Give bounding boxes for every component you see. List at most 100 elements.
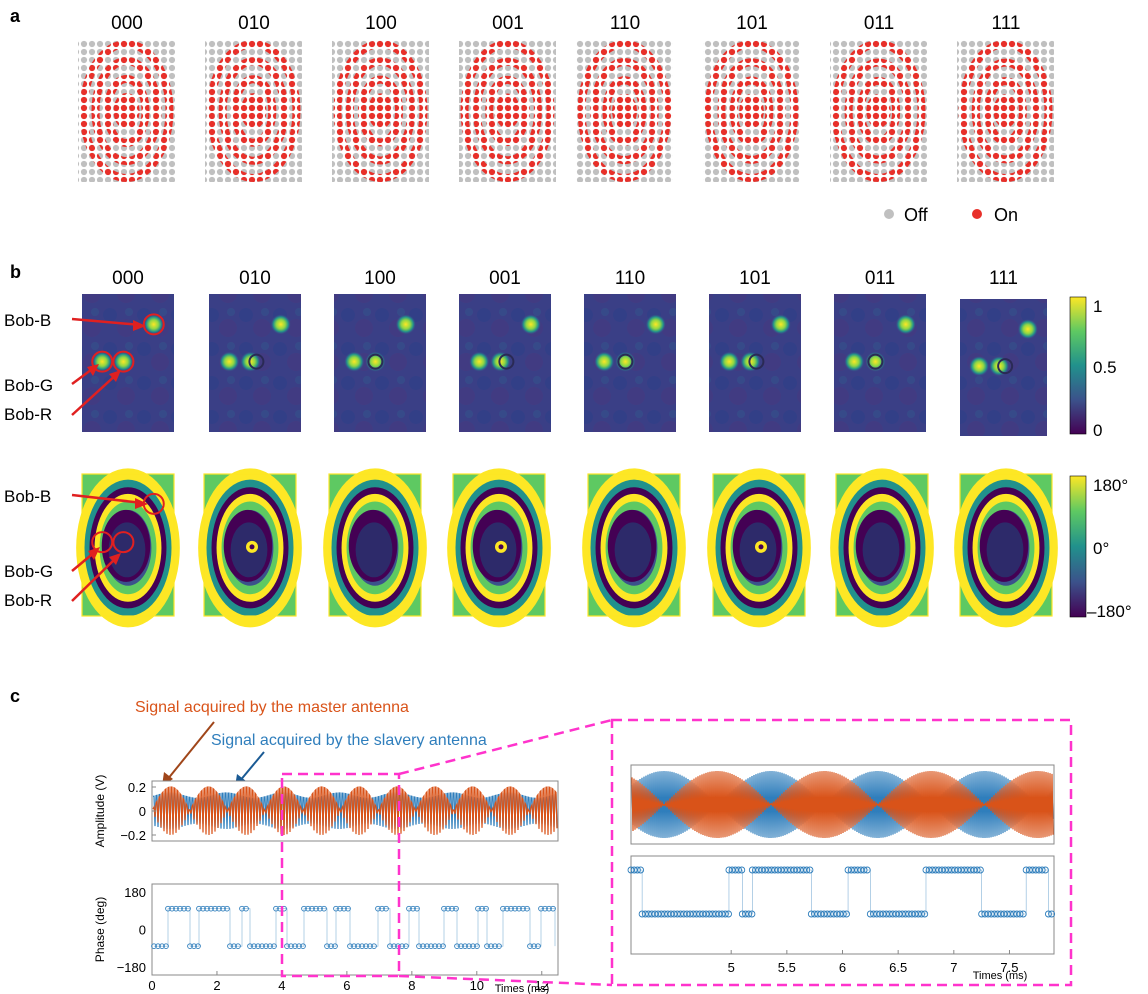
coding-pattern: 010	[205, 13, 302, 182]
code-label: 100	[365, 13, 397, 34]
zoom-panel-frame	[610, 718, 1073, 987]
code-label: 100	[364, 268, 396, 289]
on-ring	[577, 40, 672, 182]
on-ring	[103, 75, 150, 147]
code-label: 101	[736, 13, 768, 34]
panel-label-a: a	[10, 6, 21, 26]
focal-spot	[895, 314, 916, 335]
phase-ytick: 180	[124, 885, 146, 900]
zoom-xtick: 7.5	[1000, 960, 1018, 975]
focal-spot	[594, 351, 615, 372]
bob-g-label: Bob-G	[4, 376, 53, 395]
amplitude-ylabel: Amplitude (V)	[93, 775, 107, 848]
bob-b-arrowhead	[135, 498, 148, 509]
on-ring	[218, 57, 289, 165]
bob-b-arrowhead	[133, 320, 146, 331]
focal-spot	[395, 314, 416, 335]
amplitude-map: 011	[834, 268, 926, 432]
phase-xtick: 8	[408, 978, 415, 993]
null-ring	[748, 353, 765, 370]
focal-spot	[219, 351, 240, 372]
null-ring	[367, 353, 384, 370]
code-label: 111	[989, 268, 1018, 289]
phase-colorbar	[1069, 475, 1087, 618]
bob-r-label: Bob-R	[4, 405, 52, 424]
coding-pattern: 110	[576, 13, 673, 182]
focal-spot	[1017, 319, 1038, 340]
phase-colorbar-tick: 0°	[1093, 539, 1109, 558]
bob-marker-circle	[112, 531, 135, 554]
on-core	[866, 104, 883, 122]
focal-spot	[520, 314, 541, 335]
bob-marker-circle	[91, 350, 114, 373]
zoom-xtick: 6.5	[889, 960, 907, 975]
on-core	[116, 104, 129, 122]
phase-map	[830, 468, 934, 628]
amplitude-map: 010	[209, 268, 301, 432]
bob-g-arrowhead	[87, 364, 99, 376]
zoom-xlabel: Times (ms)	[973, 970, 1028, 982]
phase-ytick: 0	[139, 923, 146, 938]
code-label: 011	[865, 268, 895, 289]
phase-xtick: 4	[278, 978, 285, 993]
coding-pattern: 011	[830, 13, 927, 182]
on-core	[374, 104, 391, 122]
bob-r-label: Bob-R	[4, 591, 52, 610]
phase-plot-area	[151, 883, 559, 976]
zoom-phase-plot-area	[630, 855, 1055, 955]
phase-xtick: 2	[213, 978, 220, 993]
master-arrow	[166, 721, 215, 781]
legend-off-label: Off	[904, 205, 929, 225]
coding-pattern: 100	[332, 13, 429, 182]
amplitude-colorbar-tick: 0	[1093, 421, 1102, 440]
on-ring	[473, 57, 542, 165]
coding-pattern: 001	[459, 13, 556, 182]
focal-spot	[844, 351, 865, 372]
code-label: 001	[492, 13, 524, 34]
on-ring	[345, 57, 416, 165]
focal-spot	[719, 351, 740, 372]
null-ring	[498, 353, 515, 370]
zoom-connector	[398, 718, 613, 776]
panel-label-b: b	[10, 262, 21, 282]
amplitude-ytick: 0.2	[128, 780, 146, 795]
on-ring	[485, 75, 530, 147]
null-ring	[997, 358, 1014, 375]
on-core	[494, 104, 513, 122]
on-core	[995, 104, 1014, 122]
focal-spot	[270, 314, 291, 335]
legend-on-marker	[972, 209, 982, 219]
on-ring	[717, 58, 786, 164]
legend-on-label: On	[994, 205, 1018, 225]
phase-map	[198, 468, 302, 628]
phase-ylabel: Phase (deg)	[93, 897, 107, 962]
bob-marker-circle	[91, 531, 114, 554]
focal-spot	[113, 351, 134, 372]
bob-r-arrow	[71, 373, 118, 416]
bob-b-arrow	[71, 493, 144, 505]
amplitude-map: 000	[82, 268, 174, 432]
phase-map	[76, 468, 180, 628]
bob-b-arrow	[71, 317, 142, 327]
zoom-region-box	[280, 772, 401, 978]
on-ring	[602, 76, 647, 146]
phase-map	[582, 468, 686, 628]
bob-g-arrowhead	[88, 547, 100, 560]
on-ring	[79, 40, 174, 182]
phase-xtick: 6	[343, 978, 350, 993]
on-ring	[856, 76, 901, 146]
zoom-connector	[398, 974, 613, 987]
code-label: 111	[992, 13, 1021, 34]
code-label: 110	[610, 13, 640, 34]
phase-map	[707, 468, 811, 628]
phase-colorbar-tick: 180°	[1093, 476, 1128, 495]
amplitude-map: 101	[709, 268, 801, 432]
on-ring	[460, 40, 555, 182]
code-label: 011	[864, 13, 894, 34]
null-ring	[617, 353, 634, 370]
on-ring	[831, 40, 926, 182]
null-ring	[867, 353, 884, 370]
on-ring	[240, 93, 267, 129]
